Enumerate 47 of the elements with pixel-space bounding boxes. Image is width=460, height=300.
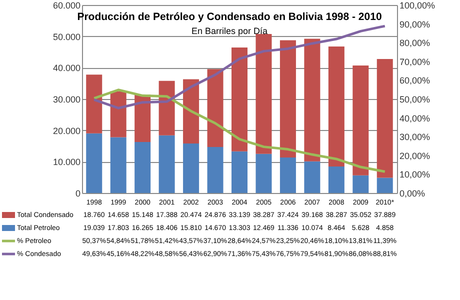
bar (158, 135, 175, 193)
y2-tick-label: 0,00% (400, 188, 426, 198)
bar (376, 178, 393, 193)
bar (207, 147, 224, 193)
y2-tick-label: 50,00% (400, 94, 430, 104)
y2-tick-label: 70,00% (400, 56, 430, 67)
bar (328, 166, 344, 193)
bar (376, 59, 393, 178)
y2-tick-label: 40,00% (400, 113, 430, 124)
y2-tick-label: 100,00% (400, 0, 436, 10)
y2-tick-label: 80,00% (400, 38, 430, 48)
y-tick-label: 40.000 (52, 63, 80, 74)
line-series (92, 88, 386, 173)
y-tick-label: 50.000 (52, 32, 80, 42)
text: En Barriles por Día (191, 26, 268, 36)
text: Producción de Petróleo y Condensado en Bolivia 1998 - 2010 (77, 11, 382, 23)
y2-tick-label: 60,00% (400, 76, 430, 86)
y2-tick-label: 90,00% (400, 19, 430, 30)
y-tick-label: 30.000 (52, 94, 80, 104)
bar (256, 154, 272, 193)
bar (207, 69, 224, 148)
bar (352, 175, 369, 193)
line-series (92, 24, 386, 110)
bar (86, 74, 102, 134)
bar (110, 91, 126, 138)
bar (110, 137, 126, 193)
bar (158, 80, 175, 136)
bar (232, 47, 248, 152)
y-tick-label: 60.000 (52, 0, 80, 10)
bar (280, 157, 296, 193)
bar (232, 151, 248, 193)
y-tick-label: 20.000 (52, 126, 80, 136)
bar (304, 38, 320, 162)
bar (352, 66, 369, 176)
bar (86, 133, 102, 193)
y2-tick-label: 10,00% (400, 170, 430, 180)
y2-tick-label: 20,00% (400, 150, 430, 161)
bar (304, 161, 320, 193)
bar (280, 40, 296, 158)
bar (134, 142, 151, 193)
y-tick-label: 10.000 (52, 157, 80, 168)
y2-tick-label: 30,00% (400, 132, 430, 142)
y-tick-label: 0 (75, 188, 80, 198)
bar (328, 46, 344, 166)
bar (183, 79, 200, 144)
bar (183, 143, 200, 193)
bar (256, 34, 272, 154)
